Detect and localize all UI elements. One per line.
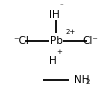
Text: Pb: Pb <box>50 36 62 46</box>
Text: ⁻Cl: ⁻Cl <box>13 36 29 46</box>
Text: H: H <box>49 56 57 66</box>
Text: IH: IH <box>49 10 60 20</box>
Text: ⁻: ⁻ <box>60 3 64 9</box>
Text: +: + <box>56 49 62 55</box>
Text: 2+: 2+ <box>66 29 76 35</box>
Text: Cl⁻: Cl⁻ <box>83 36 99 46</box>
Text: 2: 2 <box>86 79 90 85</box>
Text: NH: NH <box>74 75 89 85</box>
